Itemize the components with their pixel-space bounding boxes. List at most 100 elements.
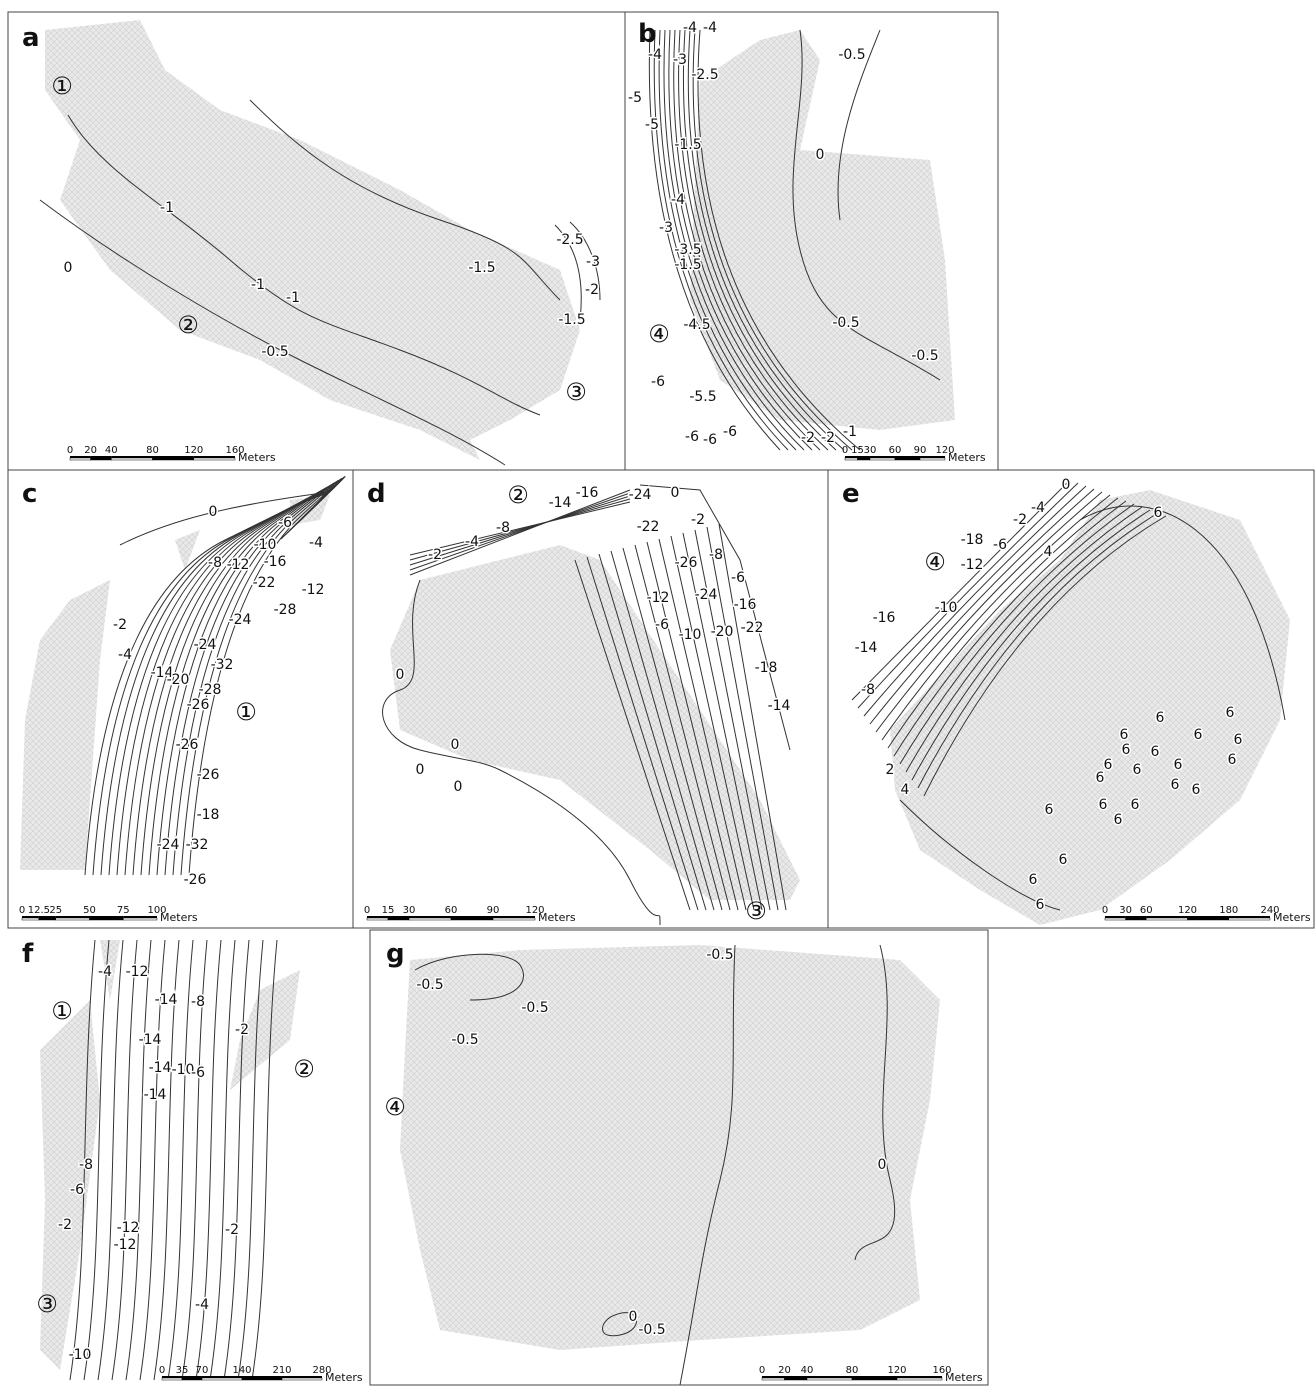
contour-label: -4 [118, 647, 132, 663]
contour-label: -1 [160, 200, 174, 216]
contour-label: 6 [1120, 727, 1129, 743]
contour-label: -3 [673, 52, 687, 68]
scale-tick-label: 120 [1178, 905, 1197, 916]
contour-label: -6 [723, 424, 737, 440]
scale-segment [920, 458, 945, 460]
contour-label: -32 [186, 837, 209, 853]
contour-label: -26 [675, 555, 698, 571]
contour-line [125, 491, 326, 875]
contour-label: -6 [278, 515, 292, 531]
scale-segment [123, 918, 157, 920]
scale-tick-label: 12.5 [28, 905, 50, 916]
contour-label: -8 [79, 1157, 93, 1173]
scale-segment [123, 916, 157, 918]
contour-label: -4 [98, 964, 112, 980]
scale-segment [202, 1376, 242, 1378]
panel: c①0-6-8-10-12-16-4-22-12-2-4-24-28-14-20… [8, 470, 353, 928]
scale-segment [852, 1378, 897, 1380]
scale-segment [762, 1376, 785, 1378]
contour-label: -26 [187, 697, 210, 713]
contour-label: -1 [251, 277, 265, 293]
scale-segment [920, 456, 945, 458]
scale-segment [182, 1376, 202, 1378]
scale-tick-label: 70 [196, 1365, 209, 1376]
contour-label: 6 [1174, 757, 1183, 773]
scale-unit: Meters [325, 1371, 363, 1384]
contour-label: -12 [126, 964, 149, 980]
contour-label: -2 [428, 547, 442, 563]
contour-label: 6 [1036, 897, 1045, 913]
contour-label: -28 [274, 602, 297, 618]
scale-tick-label: 0 [1102, 905, 1108, 916]
contour-label: -24 [695, 587, 718, 603]
contour-label: 6 [1156, 710, 1165, 726]
scale-segment [1229, 916, 1270, 918]
contour-label: -1.5 [674, 137, 701, 153]
scale-segment [39, 916, 56, 918]
panel-letter: b [638, 19, 657, 49]
scale-segment [807, 1378, 852, 1380]
scale-segment [1126, 918, 1147, 920]
contour-label: 4 [1044, 544, 1053, 560]
land-area [690, 30, 955, 430]
scale-tick-label: 90 [914, 445, 927, 456]
site-marker: ③ [745, 897, 767, 925]
scale-segment [870, 458, 895, 460]
contour-label: 6 [1114, 812, 1123, 828]
contour-label: -2 [801, 430, 815, 446]
scale-tick-label: 0 [159, 1365, 165, 1376]
scale-segment [858, 456, 871, 458]
contour-label: -0.5 [521, 1000, 548, 1016]
contour-label: -4 [309, 535, 323, 551]
scale-segment [785, 1376, 808, 1378]
scale-segment [91, 458, 112, 460]
contour-label: 6 [1029, 872, 1038, 888]
contour-label: -5 [628, 90, 642, 106]
panel-letter: c [22, 479, 37, 509]
scale-unit: Meters [1273, 911, 1311, 924]
contour-label: -2 [235, 1022, 249, 1038]
scale-segment [111, 458, 152, 460]
contour-label: 0 [416, 762, 425, 778]
contour-label: 0 [64, 260, 73, 276]
scale-segment [162, 1376, 182, 1378]
contour-label: -22 [637, 519, 660, 535]
scale-segment [1105, 918, 1126, 920]
scale-segment [242, 1376, 282, 1378]
scale-tick-label: 20 [778, 1365, 791, 1376]
scale-tick-label: 50 [83, 905, 96, 916]
scale-segment [70, 456, 91, 458]
contour-label: -4 [683, 20, 697, 36]
contour-label: -16 [734, 597, 757, 613]
contour-label: 6 [1154, 505, 1163, 521]
panel: b④-4-4-4-3-2.5-5-5-1.5-4-3-3.5-1.5-4.5-6… [625, 12, 998, 470]
scale-segment [282, 1378, 322, 1380]
scale-unit: Meters [238, 451, 276, 464]
contour-label: -2 [58, 1217, 72, 1233]
land-area [400, 945, 940, 1350]
contour-label: -14 [144, 1087, 167, 1103]
scale-segment [282, 1376, 322, 1378]
scale-segment [162, 1378, 182, 1380]
contour-label: 6 [1171, 777, 1180, 793]
site-marker: ② [177, 311, 199, 339]
contour-label: 6 [1045, 802, 1054, 818]
site-marker: ④ [384, 1093, 406, 1121]
scale-segment [451, 916, 493, 918]
contour-label: -14 [768, 698, 791, 714]
contour-label: -0.5 [911, 348, 938, 364]
scale-segment [895, 456, 920, 458]
contour-label: 4 [901, 782, 910, 798]
contour-label: -24 [157, 837, 180, 853]
panel-letter: e [842, 479, 860, 509]
scale-tick-label: 25 [49, 905, 62, 916]
scale-unit: Meters [160, 911, 198, 924]
contour-label: -12 [302, 582, 325, 598]
contour-label: -18 [961, 532, 984, 548]
contour-label: 6 [1096, 770, 1105, 786]
contour-label: -18 [755, 660, 778, 676]
scale-segment [1188, 916, 1229, 918]
scale-tick-label: 60 [1140, 905, 1153, 916]
contour-label: 0 [671, 485, 680, 501]
contour-label: 0 [209, 504, 218, 520]
